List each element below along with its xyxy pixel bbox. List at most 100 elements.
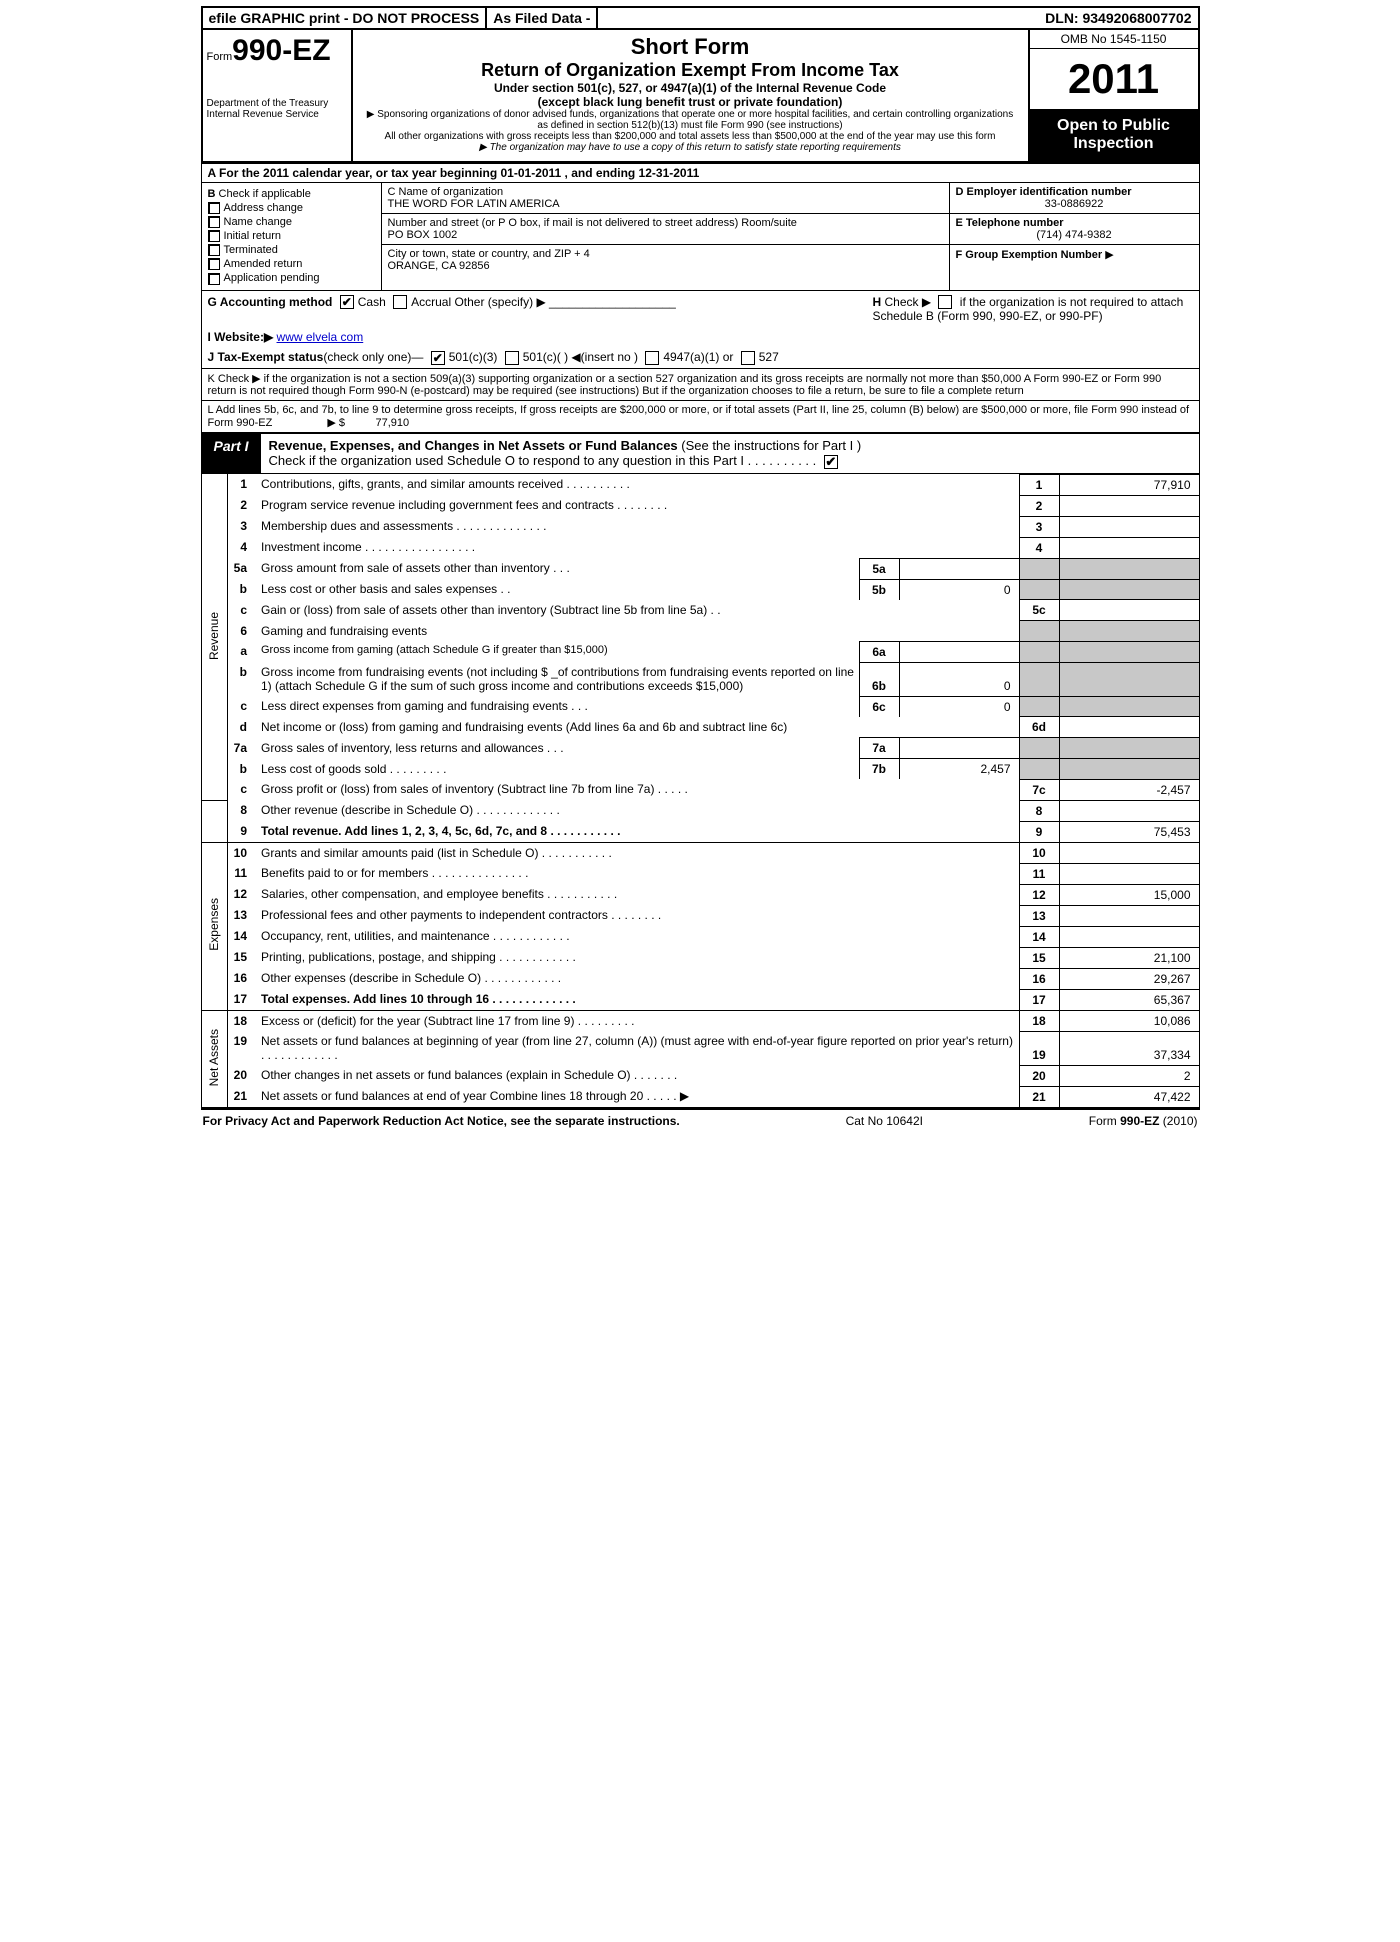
desc-16: Other expenses (describe in Schedule O) …	[257, 968, 1019, 989]
desc-14: Occupancy, rent, utilities, and maintena…	[257, 926, 1019, 947]
header-right: OMB No 1545-1150 2011 Open to Public Ins…	[1028, 30, 1198, 161]
header: Form990-EZ Department of the Treasury In…	[201, 30, 1200, 161]
ln-5b: b	[227, 579, 257, 600]
website[interactable]: www elvela com	[277, 330, 364, 344]
footer-left: For Privacy Act and Paperwork Reduction …	[203, 1114, 680, 1128]
en-2: 2	[1019, 495, 1059, 516]
k-row: K Check ▶ if the organization is not a s…	[201, 369, 1200, 401]
desc-6d: Net income or (loss) from gaming and fun…	[257, 717, 1019, 738]
opt-name-change: Name change	[224, 216, 293, 228]
desc-13: Professional fees and other payments to …	[257, 905, 1019, 926]
ln-7b: b	[227, 759, 257, 780]
chk-address-change[interactable]	[208, 202, 220, 214]
chk-amended[interactable]	[208, 258, 220, 270]
ln-6a: a	[227, 641, 257, 662]
note-3: ▶ The organization may have to use a cop…	[361, 142, 1020, 153]
form-number: 990-EZ	[232, 34, 330, 67]
ev-12: 15,000	[1059, 884, 1199, 905]
chk-cash[interactable]: ✔	[340, 295, 354, 309]
en-11: 11	[1019, 863, 1059, 884]
subtitle-1: Under section 501(c), 527, or 4947(a)(1)…	[361, 81, 1020, 95]
opt-address-change: Address change	[224, 202, 304, 214]
ev-4	[1059, 537, 1199, 558]
part1-label: Part I	[202, 434, 261, 473]
chk-initial-return[interactable]	[208, 230, 220, 242]
en-6-grey	[1019, 621, 1059, 642]
chk-501c3[interactable]: ✔	[431, 351, 445, 365]
ev-13	[1059, 905, 1199, 926]
c-city-label: City or town, state or country, and ZIP …	[388, 248, 943, 260]
footer-right: Form 990-EZ (2010)	[1089, 1114, 1198, 1128]
mn-5a: 5a	[859, 558, 899, 579]
i-label: I Website:▶	[208, 330, 274, 344]
ln-5c: c	[227, 600, 257, 621]
desc-6b: Gross income from fundraising events (no…	[257, 662, 859, 696]
en-10: 10	[1019, 842, 1059, 863]
ev-18: 10,086	[1059, 1010, 1199, 1031]
desc-6: Gaming and fundraising events	[257, 621, 1019, 642]
chk-4947[interactable]	[645, 351, 659, 365]
en-15: 15	[1019, 947, 1059, 968]
desc-10: Grants and similar amounts paid (list in…	[257, 842, 1019, 863]
ev-6c-grey	[1059, 696, 1199, 717]
ev-7c: -2,457	[1059, 779, 1199, 800]
en-6b-grey	[1019, 662, 1059, 696]
ev-20: 2	[1059, 1065, 1199, 1086]
d-ein-label: D Employer identification number	[956, 186, 1193, 198]
main-title: Return of Organization Exempt From Incom…	[361, 60, 1020, 81]
note-2: All other organizations with gross recei…	[361, 131, 1020, 142]
desc-7c: Gross profit or (loss) from sales of inv…	[257, 779, 1019, 800]
chk-527[interactable]	[741, 351, 755, 365]
tax-year: 2011	[1030, 49, 1198, 109]
ev-5b-grey	[1059, 579, 1199, 600]
ln-3: 3	[227, 516, 257, 537]
j-a: 501(c)(3)	[449, 350, 498, 364]
chk-name-change[interactable]	[208, 216, 220, 228]
desc-15: Printing, publications, postage, and shi…	[257, 947, 1019, 968]
en-14: 14	[1019, 926, 1059, 947]
form-prefix: Form	[207, 51, 233, 63]
vlabel-netassets: Net Assets	[201, 1010, 227, 1107]
desc-7a: Gross sales of inventory, less returns a…	[257, 738, 859, 759]
b-check-if: Check if applicable	[219, 188, 311, 200]
chk-part1-scho[interactable]: ✔	[824, 455, 838, 469]
chk-501c[interactable]	[505, 351, 519, 365]
desc-5a: Gross amount from sale of assets other t…	[257, 558, 859, 579]
mv-6c: 0	[899, 696, 1019, 717]
chk-terminated[interactable]	[208, 244, 220, 256]
mv-7b: 2,457	[899, 759, 1019, 780]
desc-17: Total expenses. Add lines 10 through 16 …	[257, 989, 1019, 1010]
desc-7b: Less cost of goods sold . . . . . . . . …	[257, 759, 859, 780]
ln-2: 2	[227, 495, 257, 516]
ln-6d: d	[227, 717, 257, 738]
en-9: 9	[1019, 821, 1059, 842]
part1-title: Revenue, Expenses, and Changes in Net As…	[261, 434, 1199, 473]
f-arrow: ▶	[1105, 249, 1113, 261]
col-b: B Check if applicable Address change Nam…	[202, 183, 382, 290]
chk-app-pending[interactable]	[208, 273, 220, 285]
dept-treasury: Department of the Treasury	[207, 98, 347, 109]
ln-17: 17	[227, 989, 257, 1010]
en-6a-grey	[1019, 641, 1059, 662]
short-form-title: Short Form	[361, 34, 1020, 60]
ein: 33-0886922	[956, 198, 1193, 210]
desc-4: Investment income . . . . . . . . . . . …	[257, 537, 1019, 558]
opt-amended: Amended return	[224, 258, 303, 270]
ln-10: 10	[227, 842, 257, 863]
desc-6a: Gross income from gaming (attach Schedul…	[257, 641, 859, 662]
en-21: 21	[1019, 1086, 1059, 1107]
ev-6b-grey	[1059, 662, 1199, 696]
ev-7a-grey	[1059, 738, 1199, 759]
ev-17: 65,367	[1059, 989, 1199, 1010]
h-check: Check ▶	[885, 295, 932, 309]
desc-9: Total revenue. Add lines 1, 2, 3, 4, 5c,…	[257, 821, 1019, 842]
ln-18: 18	[227, 1010, 257, 1031]
mn-5b: 5b	[859, 579, 899, 600]
en-18: 18	[1019, 1010, 1059, 1031]
ln-6b: b	[227, 662, 257, 696]
f-grp-label: F Group Exemption Number	[956, 249, 1103, 261]
chk-accrual[interactable]	[393, 295, 407, 309]
part1-check-line: Check if the organization used Schedule …	[269, 453, 820, 468]
chk-h[interactable]	[938, 295, 952, 309]
header-left: Form990-EZ Department of the Treasury In…	[203, 30, 353, 161]
